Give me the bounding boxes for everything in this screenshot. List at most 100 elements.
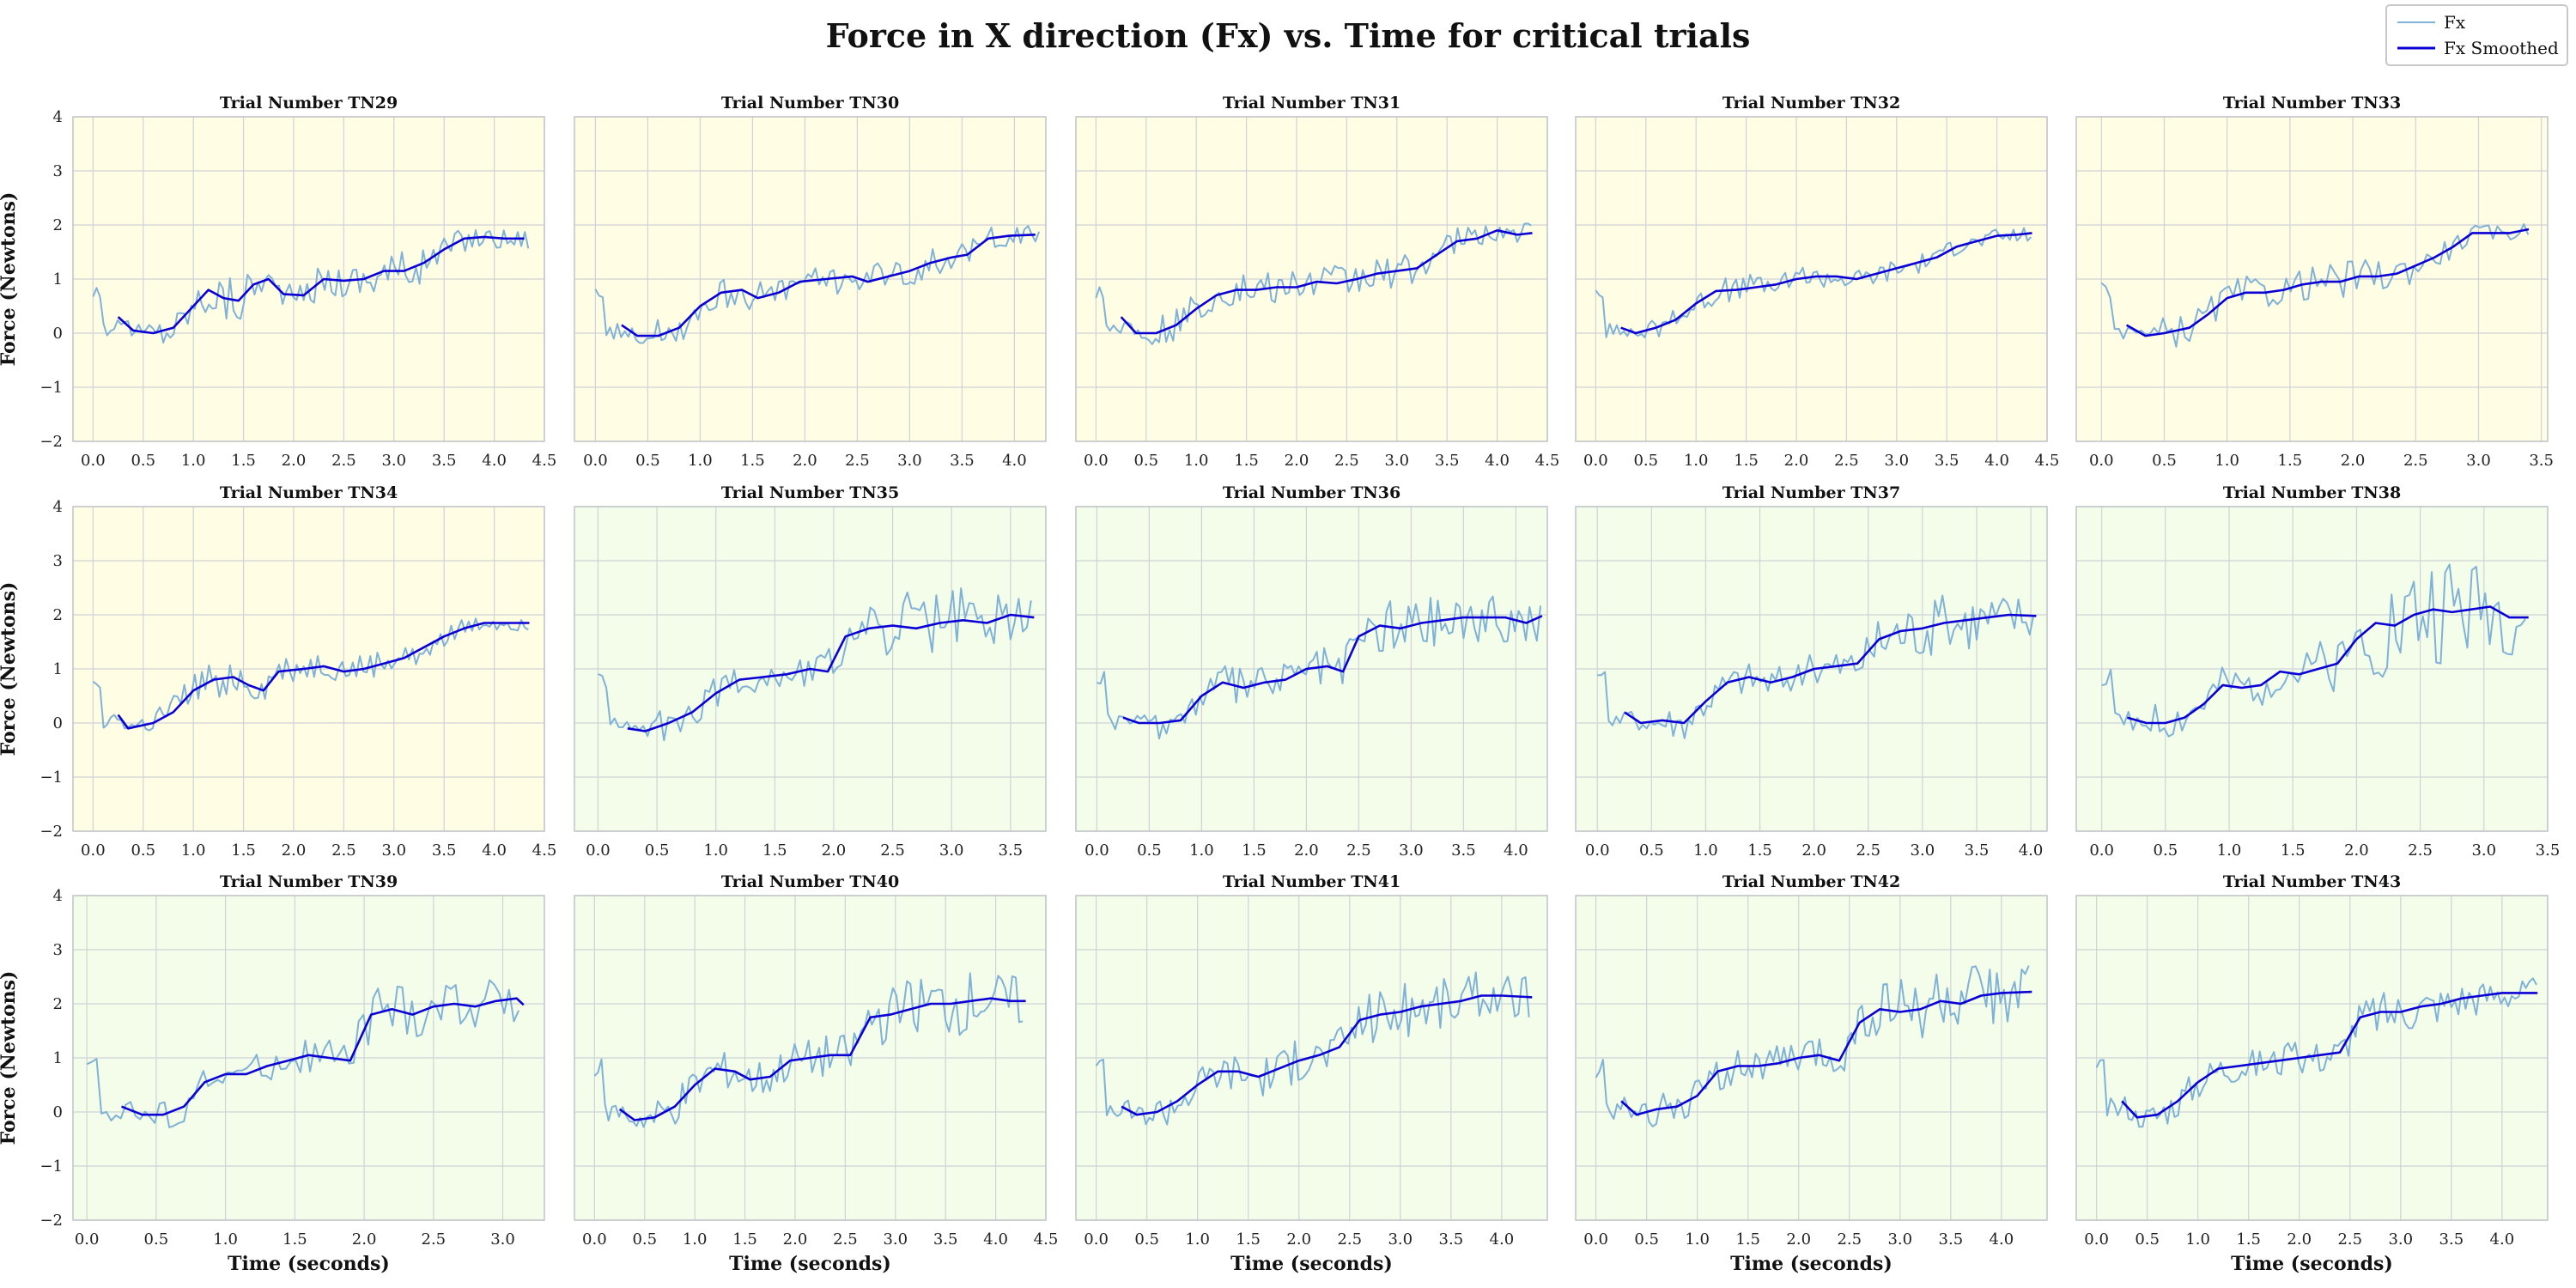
y-tick-label: 2 (53, 216, 63, 234)
x-tick-label: 3.0 (2471, 841, 2496, 860)
x-tick-label: 4.0 (1984, 452, 2009, 470)
panel-tn38: Trial Number TN38 0.0 0.5 1.0 1.5 2.0 2.5 3.0 3.… (2075, 483, 2561, 860)
x-tick-label: 0.0 (1585, 841, 1610, 860)
x-tick-label: 2.5 (1337, 1230, 1362, 1249)
y-tick-label: 2 (53, 606, 63, 624)
plot-frame (1075, 116, 1548, 442)
x-tick-label: 1.5 (740, 452, 765, 470)
x-tick-label: 2.5 (2403, 452, 2428, 470)
series-fx-smoothed (618, 997, 1026, 1121)
x-tick-label: 0.5 (1137, 841, 1162, 860)
x-tick-label: 3.5 (2536, 841, 2561, 860)
panel-tn42: Trial Number TN42 0.0 0.5 1.0 1.5 2.0 2.5 3.0 3.… (1575, 872, 2048, 1275)
x-tick-label: 1.0 (2185, 1230, 2210, 1249)
x-tick-label: 0.0 (1583, 1230, 1608, 1249)
x-tick-label: 3.0 (381, 452, 406, 470)
y-tick-label: 0 (53, 325, 63, 343)
x-tick-label: 2.0 (282, 841, 307, 860)
x-tick-label: 1.5 (2281, 841, 2306, 860)
x-tick-label: 3.0 (490, 1230, 515, 1249)
x-tick-label: 1.0 (688, 452, 713, 470)
y-tick-label: 3 (53, 552, 63, 570)
plot-frame (72, 116, 545, 442)
x-tick-label: 0.5 (1633, 452, 1658, 470)
panel-tn35: Trial Number TN35 0.0 0.5 1.0 1.5 2.0 2.5 3.0 3.… (574, 483, 1047, 860)
x-tick-label: 0.0 (586, 841, 611, 860)
x-tick-label: 4.0 (1990, 1230, 2014, 1249)
x-tick-label: 3.0 (1388, 1230, 1413, 1249)
x-tick-label: 0.0 (1583, 452, 1608, 470)
plot-frame (2075, 506, 2549, 832)
y-tick-label: 0 (53, 1103, 63, 1121)
x-tick-label: 3.5 (1935, 452, 1959, 470)
y-axis-label: Force (Newtons) (0, 971, 20, 1145)
panel-tn40: Trial Number TN40 0.0 0.5 1.0 1.5 2.0 2.5 3.0 3.… (574, 872, 1058, 1275)
x-tick-label: 1.0 (1184, 452, 1209, 470)
plot-frame (574, 506, 1047, 832)
x-tick-label: 3.5 (432, 841, 457, 860)
x-tick-label: 0.0 (81, 841, 106, 860)
panel-title: Trial Number TN39 (220, 872, 398, 891)
y-axis-label: Force (Newtons) (0, 192, 20, 367)
x-axis-label: Time (seconds) (729, 1253, 891, 1275)
series-fx (1095, 222, 1532, 345)
x-tick-label: 1.5 (1735, 1230, 1760, 1249)
x-tick-label: 4.0 (2019, 841, 2044, 860)
panel-title: Trial Number TN34 (220, 483, 398, 502)
panel-tn34: Trial Number TN34 0.0 0.5 1.0 1.5 2.0 2.5 3.0 3.… (0, 483, 556, 860)
x-tick-label: 1.5 (1747, 841, 1772, 860)
x-tick-label: 4.5 (1034, 1230, 1059, 1249)
panel-tn32: Trial Number TN32 0.0 0.5 1.0 1.5 2.0 2.5 3.0 3.… (1575, 94, 2059, 470)
x-tick-label: 0.0 (1084, 1230, 1109, 1249)
x-tick-label: 2.5 (422, 1230, 447, 1249)
series-fx-smoothed (1121, 994, 1533, 1116)
panel-title: Trial Number TN42 (1722, 872, 1900, 891)
x-tick-label: 3.0 (1384, 452, 1409, 470)
x-tick-label: 3.5 (1939, 1230, 1964, 1249)
y-tick-label: 1 (53, 1049, 63, 1067)
x-tick-label: 0.5 (2135, 1230, 2160, 1249)
series-fx-smoothed (117, 235, 525, 335)
x-tick-label: 2.0 (2287, 1230, 2312, 1249)
panel-tn33: Trial Number TN33 0.0 0.5 1.0 1.5 2.0 2.5 3.0 3.… (2075, 94, 2554, 470)
y-tick-label: −1 (39, 379, 63, 397)
x-tick-label: 1.0 (181, 841, 206, 860)
plot-frame (72, 895, 545, 1221)
x-tick-label: 3.0 (883, 1230, 908, 1249)
series-fx-smoothed (121, 997, 525, 1116)
x-tick-label: 1.5 (1234, 452, 1259, 470)
x-tick-label: 2.5 (1334, 452, 1359, 470)
x-tick-label: 0.0 (1084, 841, 1109, 860)
plot-frame (1075, 895, 1548, 1221)
series-fx-smoothed (1624, 613, 2037, 725)
panel-title: Trial Number TN43 (2223, 872, 2401, 891)
x-tick-label: 3.5 (2439, 1230, 2464, 1249)
x-axis-label: Time (seconds) (228, 1253, 390, 1275)
x-tick-label: 1.5 (1236, 1230, 1261, 1249)
x-tick-label: 3.0 (1399, 841, 1424, 860)
x-tick-label: 3.0 (381, 841, 406, 860)
y-tick-label: 0 (53, 714, 63, 732)
y-tick-label: 3 (53, 941, 63, 959)
x-tick-label: 4.0 (1490, 1230, 1515, 1249)
x-tick-label: 2.0 (1286, 1230, 1311, 1249)
x-tick-label: 3.0 (1887, 1230, 1912, 1249)
series-fx (1595, 965, 2030, 1127)
x-tick-label: 2.0 (1801, 841, 1826, 860)
x-tick-label: 0.0 (583, 452, 608, 470)
x-tick-label: 4.0 (2490, 1230, 2515, 1249)
legend-label-fx: Fx (2444, 12, 2466, 33)
series-fx-smoothed (1122, 615, 1543, 725)
x-tick-label: 2.0 (1285, 452, 1309, 470)
series-fx-smoothed (1620, 232, 2032, 335)
panel-title: Trial Number TN41 (1223, 872, 1400, 891)
x-tick-label: 2.0 (352, 1230, 377, 1249)
x-tick-label: 4.0 (482, 841, 507, 860)
x-tick-label: 0.5 (131, 452, 155, 470)
plot-frame (574, 116, 1047, 442)
x-tick-label: 4.0 (1504, 841, 1528, 860)
y-tick-label: 4 (53, 498, 63, 516)
x-tick-label: 3.0 (2466, 452, 2491, 470)
plot-frame (1075, 506, 1548, 832)
